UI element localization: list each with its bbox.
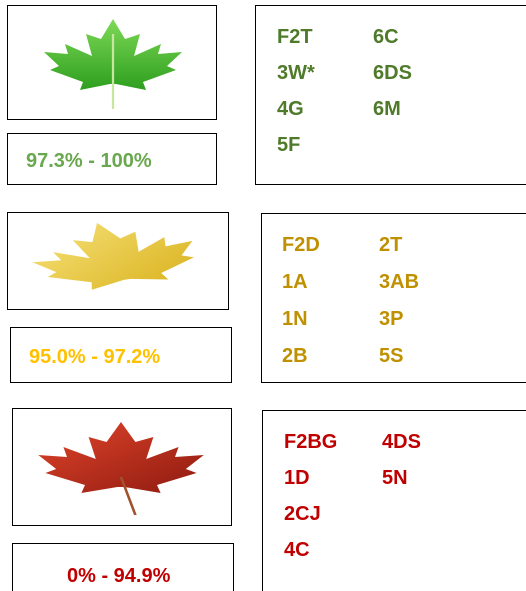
code: 1A xyxy=(282,272,308,292)
green-leaf xyxy=(38,14,188,114)
code: 1D xyxy=(284,468,310,488)
code: 2T xyxy=(379,235,402,255)
range-label: 95.0% - 97.2% xyxy=(29,347,160,367)
code: 5F xyxy=(277,135,300,155)
code: F2BG xyxy=(284,432,337,452)
code: 3P xyxy=(379,309,403,329)
code-list: F2D 1A 1N 2B 2T 3AB 3P 5S xyxy=(261,213,526,383)
range-label: 0% - 94.9% xyxy=(67,566,170,586)
code: 1N xyxy=(282,309,308,329)
code: 6M xyxy=(373,99,401,119)
code: 6C xyxy=(373,27,399,47)
code: 2B xyxy=(282,346,308,366)
range-box: 0% - 94.9% xyxy=(12,543,234,591)
range-box: 97.3% - 100% xyxy=(7,133,217,185)
code: 4DS xyxy=(382,432,421,452)
leaf-box xyxy=(7,5,217,120)
code-list: F2BG 1D 2CJ 4C 4DS 5N xyxy=(262,410,526,591)
yellow-leaf xyxy=(28,217,208,307)
page: 97.3% - 100% F2T 3W* 4G 5F 6C 6DS 6M 95.0% - 9… xyxy=(0,0,526,591)
code: 3AB xyxy=(379,272,419,292)
code: 4G xyxy=(277,99,304,119)
code-list: F2T 3W* 4G 5F 6C 6DS 6M xyxy=(255,5,526,185)
range-label: 97.3% - 100% xyxy=(26,151,152,171)
red-leaf xyxy=(31,417,211,517)
leaf-box xyxy=(12,408,232,526)
code: 2CJ xyxy=(284,504,321,524)
code: 5S xyxy=(379,346,403,366)
code: 3W* xyxy=(277,63,315,83)
leaf-box xyxy=(7,212,229,310)
code: F2T xyxy=(277,27,313,47)
range-box: 95.0% - 97.2% xyxy=(10,327,232,383)
code: 5N xyxy=(382,468,408,488)
code: 6DS xyxy=(373,63,412,83)
code: 4C xyxy=(284,540,310,560)
code: F2D xyxy=(282,235,320,255)
